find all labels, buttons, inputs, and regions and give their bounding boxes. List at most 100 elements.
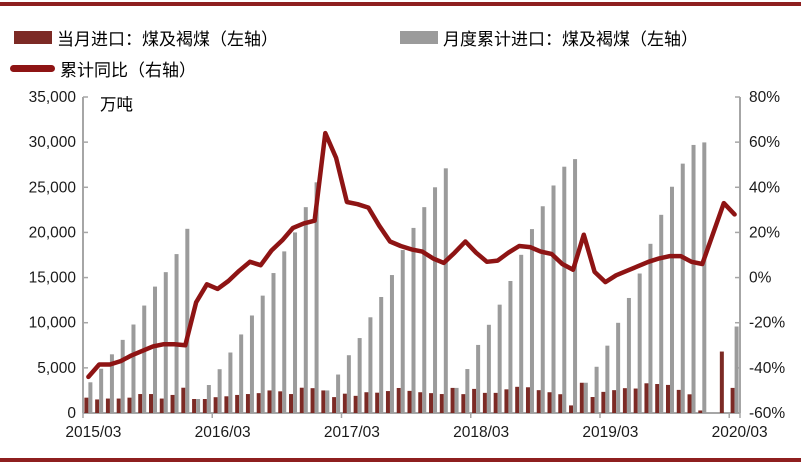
bar-cumulative-import bbox=[540, 206, 545, 413]
bar-cumulative-import bbox=[433, 187, 438, 413]
right-axis-tick-label: 0% bbox=[749, 270, 772, 287]
right-axis-tick-label: 40% bbox=[749, 179, 780, 196]
bar-monthly-import bbox=[149, 394, 154, 413]
bar-cumulative-import bbox=[411, 227, 416, 413]
bar-cumulative-import bbox=[691, 144, 696, 413]
bar-monthly-import bbox=[450, 387, 455, 413]
bar-cumulative-import bbox=[443, 168, 448, 413]
bar-monthly-import bbox=[375, 392, 380, 413]
bar-cumulative-import bbox=[454, 387, 459, 413]
legend-item-yoy-line: 累计同比（右轴） bbox=[10, 58, 196, 81]
bar-cumulative-import bbox=[303, 207, 308, 413]
bar-monthly-import bbox=[536, 390, 541, 413]
bar-monthly-import bbox=[687, 394, 692, 413]
bar-cumulative-import bbox=[206, 385, 211, 413]
bar-cumulative-import bbox=[249, 315, 254, 413]
bar-cumulative-import bbox=[648, 243, 653, 413]
bar-cumulative-import bbox=[368, 317, 373, 413]
bar-monthly-import bbox=[202, 399, 207, 413]
bar-cumulative-import bbox=[131, 324, 136, 413]
left-axis-tick-label: 5,000 bbox=[37, 360, 76, 377]
bar-cumulative-import bbox=[88, 382, 93, 413]
bar-cumulative-import bbox=[336, 374, 341, 413]
bar-monthly-import bbox=[289, 394, 294, 413]
bar-monthly-import bbox=[181, 387, 186, 413]
bar-cumulative-import bbox=[239, 334, 244, 413]
bar-monthly-import bbox=[138, 394, 143, 413]
bar-monthly-import bbox=[278, 391, 283, 413]
bar-cumulative-import bbox=[573, 159, 578, 413]
legend-item-monthly-import: 当月进口：煤及褐煤（左轴） bbox=[14, 27, 278, 50]
legend-label-cumulative-import: 月度累计进口：煤及褐煤（左轴） bbox=[443, 29, 698, 50]
bar-cumulative-import bbox=[529, 229, 534, 413]
top-divider-rule bbox=[0, 2, 801, 6]
bar-cumulative-import bbox=[659, 214, 664, 413]
bar-monthly-import bbox=[547, 392, 552, 413]
bar-monthly-import bbox=[105, 398, 110, 413]
bar-cumulative-import bbox=[228, 352, 233, 413]
bar-monthly-import bbox=[84, 397, 89, 413]
bar-cumulative-import bbox=[282, 251, 287, 413]
yoy-line-series bbox=[86, 130, 737, 380]
bar-monthly-import bbox=[493, 392, 498, 413]
right-axis-tick-label: -40% bbox=[749, 360, 785, 377]
left-axis-tick-label: 25,000 bbox=[29, 179, 77, 196]
bar-cumulative-import bbox=[109, 354, 114, 413]
bar-monthly-import bbox=[482, 392, 487, 413]
bar-monthly-import bbox=[676, 389, 681, 413]
bar-monthly-import bbox=[504, 389, 509, 413]
x-axis-tick-label: 2015/03 bbox=[65, 424, 121, 441]
left-axis-tick-label: 15,000 bbox=[29, 270, 77, 287]
bar-monthly-import bbox=[396, 387, 401, 413]
bar-cumulative-import bbox=[594, 366, 599, 413]
x-axis-tick-label: 2019/03 bbox=[582, 424, 638, 441]
bar-monthly-import bbox=[235, 394, 240, 413]
bar-monthly-import bbox=[429, 393, 434, 413]
bar-cumulative-import bbox=[702, 142, 707, 414]
bar-cumulative-import bbox=[153, 286, 158, 413]
x-axis-tick-label: 2016/03 bbox=[195, 424, 251, 441]
bar-cumulative-import bbox=[616, 322, 621, 413]
bar-cumulative-import bbox=[217, 369, 222, 413]
bar-monthly-import bbox=[472, 388, 477, 413]
bar-cumulative-import bbox=[325, 390, 330, 413]
bar-monthly-import bbox=[342, 393, 347, 413]
bar-cumulative-import bbox=[562, 166, 567, 413]
bar-monthly-import bbox=[192, 399, 197, 413]
cumulative-import-swatch-icon bbox=[400, 30, 438, 44]
bar-monthly-import bbox=[698, 410, 703, 413]
left-axis-tick-label: 35,000 bbox=[29, 89, 77, 106]
bar-monthly-import bbox=[127, 397, 132, 413]
bar-cumulative-import bbox=[734, 326, 739, 413]
bar-cumulative-import bbox=[389, 275, 394, 413]
bar-monthly-import bbox=[730, 387, 735, 413]
bottom-divider-rule bbox=[0, 458, 801, 462]
bar-monthly-import bbox=[170, 394, 175, 413]
bar-cumulative-import bbox=[271, 273, 276, 413]
left-axis-tick-label: 20,000 bbox=[29, 224, 77, 241]
legend-item-cumulative-import: 月度累计进口：煤及褐煤（左轴） bbox=[400, 27, 698, 50]
bar-monthly-import bbox=[116, 398, 121, 413]
bar-cumulative-import bbox=[637, 273, 642, 413]
bar-cumulative-import bbox=[400, 250, 405, 413]
bar-monthly-import bbox=[310, 388, 315, 413]
right-axis-tick-label: -60% bbox=[749, 405, 785, 422]
x-axis-tick-label: 2018/03 bbox=[453, 424, 509, 441]
bar-monthly-import bbox=[256, 393, 261, 413]
right-axis-tick-label: 60% bbox=[749, 134, 780, 151]
legend-label-monthly-import: 当月进口：煤及褐煤（左轴） bbox=[57, 29, 278, 50]
bar-cumulative-import bbox=[508, 281, 513, 413]
monthly-import-swatch-icon bbox=[14, 30, 52, 44]
yoy-line-swatch-icon bbox=[10, 64, 55, 72]
bar-cumulative-import bbox=[185, 228, 190, 413]
bar-cumulative-import bbox=[422, 207, 427, 413]
bar-cumulative-import bbox=[583, 382, 588, 413]
bar-monthly-import bbox=[590, 397, 595, 413]
bar-monthly-import bbox=[418, 392, 423, 413]
bar-cumulative-import bbox=[379, 296, 384, 413]
left-axis-tick-label: 30,000 bbox=[29, 134, 77, 151]
bar-monthly-import bbox=[525, 387, 530, 413]
bar-monthly-import bbox=[95, 399, 100, 413]
bar-cumulative-import bbox=[357, 338, 362, 413]
